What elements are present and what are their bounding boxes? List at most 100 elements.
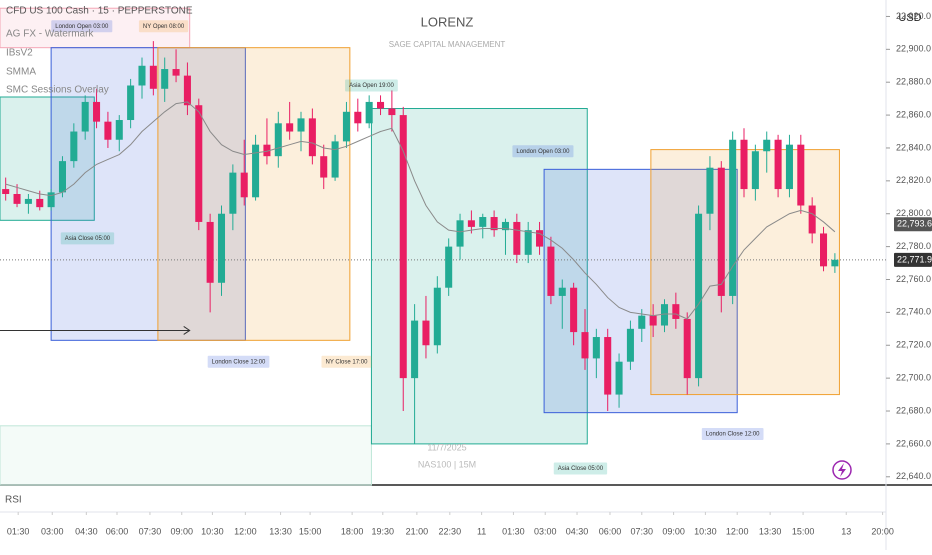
session-label: London Close 12:00: [706, 432, 760, 438]
session-label: London Open 03:00: [516, 149, 570, 155]
x-tick-label: 22:30: [439, 526, 462, 536]
session-label: London Close 12:00: [212, 359, 266, 365]
candle-body: [683, 318, 691, 379]
candle-body: [274, 123, 282, 157]
candle-body: [467, 220, 475, 227]
candle-body: [297, 118, 305, 132]
sma-line: [5, 101, 836, 320]
x-tick-label: 09:00: [662, 526, 685, 536]
candle-body: [626, 328, 634, 362]
y-tick-label: 22,920.0: [896, 11, 931, 21]
candle-body: [342, 111, 350, 142]
x-tick-label: 04:30: [75, 526, 98, 536]
x-tick-label: 10:30: [201, 526, 224, 536]
y-tick-label: 22,840.0: [896, 142, 931, 152]
y-tick-label: 22,760.0: [896, 274, 931, 284]
candle-body: [604, 337, 612, 395]
x-tick-label: 01:30: [502, 526, 525, 536]
candle-body: [115, 120, 123, 140]
session-label-bg: [138, 20, 189, 33]
session-box: [50, 47, 246, 341]
candle-body: [127, 85, 135, 121]
plot: London Open 03:00 NY Open 08:00 Asia Close…: [0, 7, 886, 486]
alert-icon[interactable]: [832, 460, 852, 480]
session-label-bg: [512, 145, 574, 158]
candle-body: [388, 108, 396, 116]
candle-body: [286, 123, 294, 132]
candle-body: [547, 246, 555, 296]
x-tick-label: 12:00: [234, 526, 257, 536]
indicator: AG FX - Watermark: [6, 29, 94, 40]
candle-body: [615, 361, 623, 395]
price-tag-label: 22,771.9: [897, 254, 932, 264]
candle-body: [490, 217, 498, 231]
candle-body: [354, 111, 362, 124]
candle-body: [308, 118, 316, 157]
candle-body: [660, 304, 669, 326]
candle-body: [422, 320, 430, 346]
x-tick-label: 11: [477, 526, 486, 536]
price-tag-label: 22,793.6: [897, 219, 932, 229]
candle-body: [581, 332, 589, 359]
candle-body: [183, 75, 191, 106]
candle-body: [365, 101, 373, 124]
candle-body: [808, 205, 816, 234]
candle-body: [558, 287, 566, 296]
candle-body: [2, 189, 10, 194]
candle-body: [47, 192, 55, 208]
y-tick-label: 22,720.0: [896, 340, 931, 350]
y-tick-label: 22,780.0: [896, 241, 931, 251]
candle-body: [217, 213, 226, 283]
candle-body: [751, 151, 759, 190]
candle-body: [774, 139, 782, 190]
session-label-bg: [207, 355, 270, 368]
candle-body: [695, 213, 703, 379]
candle-body: [149, 65, 157, 89]
candle-body: [672, 304, 680, 319]
watermark-subtitle: SAGE CAPITAL MANAGEMENT: [389, 40, 506, 49]
session-label: NY Close 17:00: [325, 359, 368, 365]
symbol-title: CFD US 100 Cash · 15 · PEPPERSTONE: [6, 6, 193, 17]
candle-body: [172, 69, 180, 76]
x-tick-label: 06:00: [599, 526, 622, 536]
x-tick-label: 15:00: [792, 526, 815, 536]
candle-body: [331, 141, 339, 178]
candle-body: [58, 161, 66, 193]
candle-body: [104, 121, 112, 140]
candle-body: [377, 101, 385, 109]
candle-body: [229, 172, 237, 214]
y-tick-label: 22,660.0: [896, 438, 931, 448]
candle-body: [195, 105, 203, 222]
candle-body: [536, 230, 544, 247]
arrow-head: [183, 326, 191, 335]
session-label-bg: [51, 20, 113, 33]
x-tick-label: 03:00: [534, 526, 557, 536]
candle-body: [411, 320, 419, 379]
x-tick-label: 12:00: [726, 526, 749, 536]
candle-body: [240, 172, 248, 198]
candle-body: [831, 259, 839, 267]
candle-body: [785, 144, 793, 190]
indicator: IBsV2: [6, 48, 33, 59]
y-tick-label: 22,880.0: [896, 77, 931, 87]
x-tick-label: 13: [841, 526, 851, 536]
session-label: NY Open 08:00: [143, 24, 185, 30]
session-label-bg: [321, 355, 372, 368]
candle-body: [13, 194, 21, 204]
x-tick-label: 06:00: [106, 526, 129, 536]
x-tick-label: 01:30: [7, 526, 30, 536]
candle-body: [70, 131, 78, 162]
candle-body: [649, 315, 657, 326]
candle-body: [399, 115, 407, 379]
candle-body: [93, 101, 101, 122]
candle-body: [456, 220, 464, 247]
y-tick-label: 22,640.0: [896, 471, 931, 481]
y-tick-label: 22,740.0: [896, 307, 931, 317]
x-tick-label: 18:00: [341, 526, 364, 536]
currency: USD: [898, 12, 921, 24]
x-tick-label: 07:30: [139, 526, 162, 536]
session-box: [0, 7, 191, 49]
session-label: London Open 03:00: [55, 24, 109, 30]
candle-body: [592, 337, 600, 359]
